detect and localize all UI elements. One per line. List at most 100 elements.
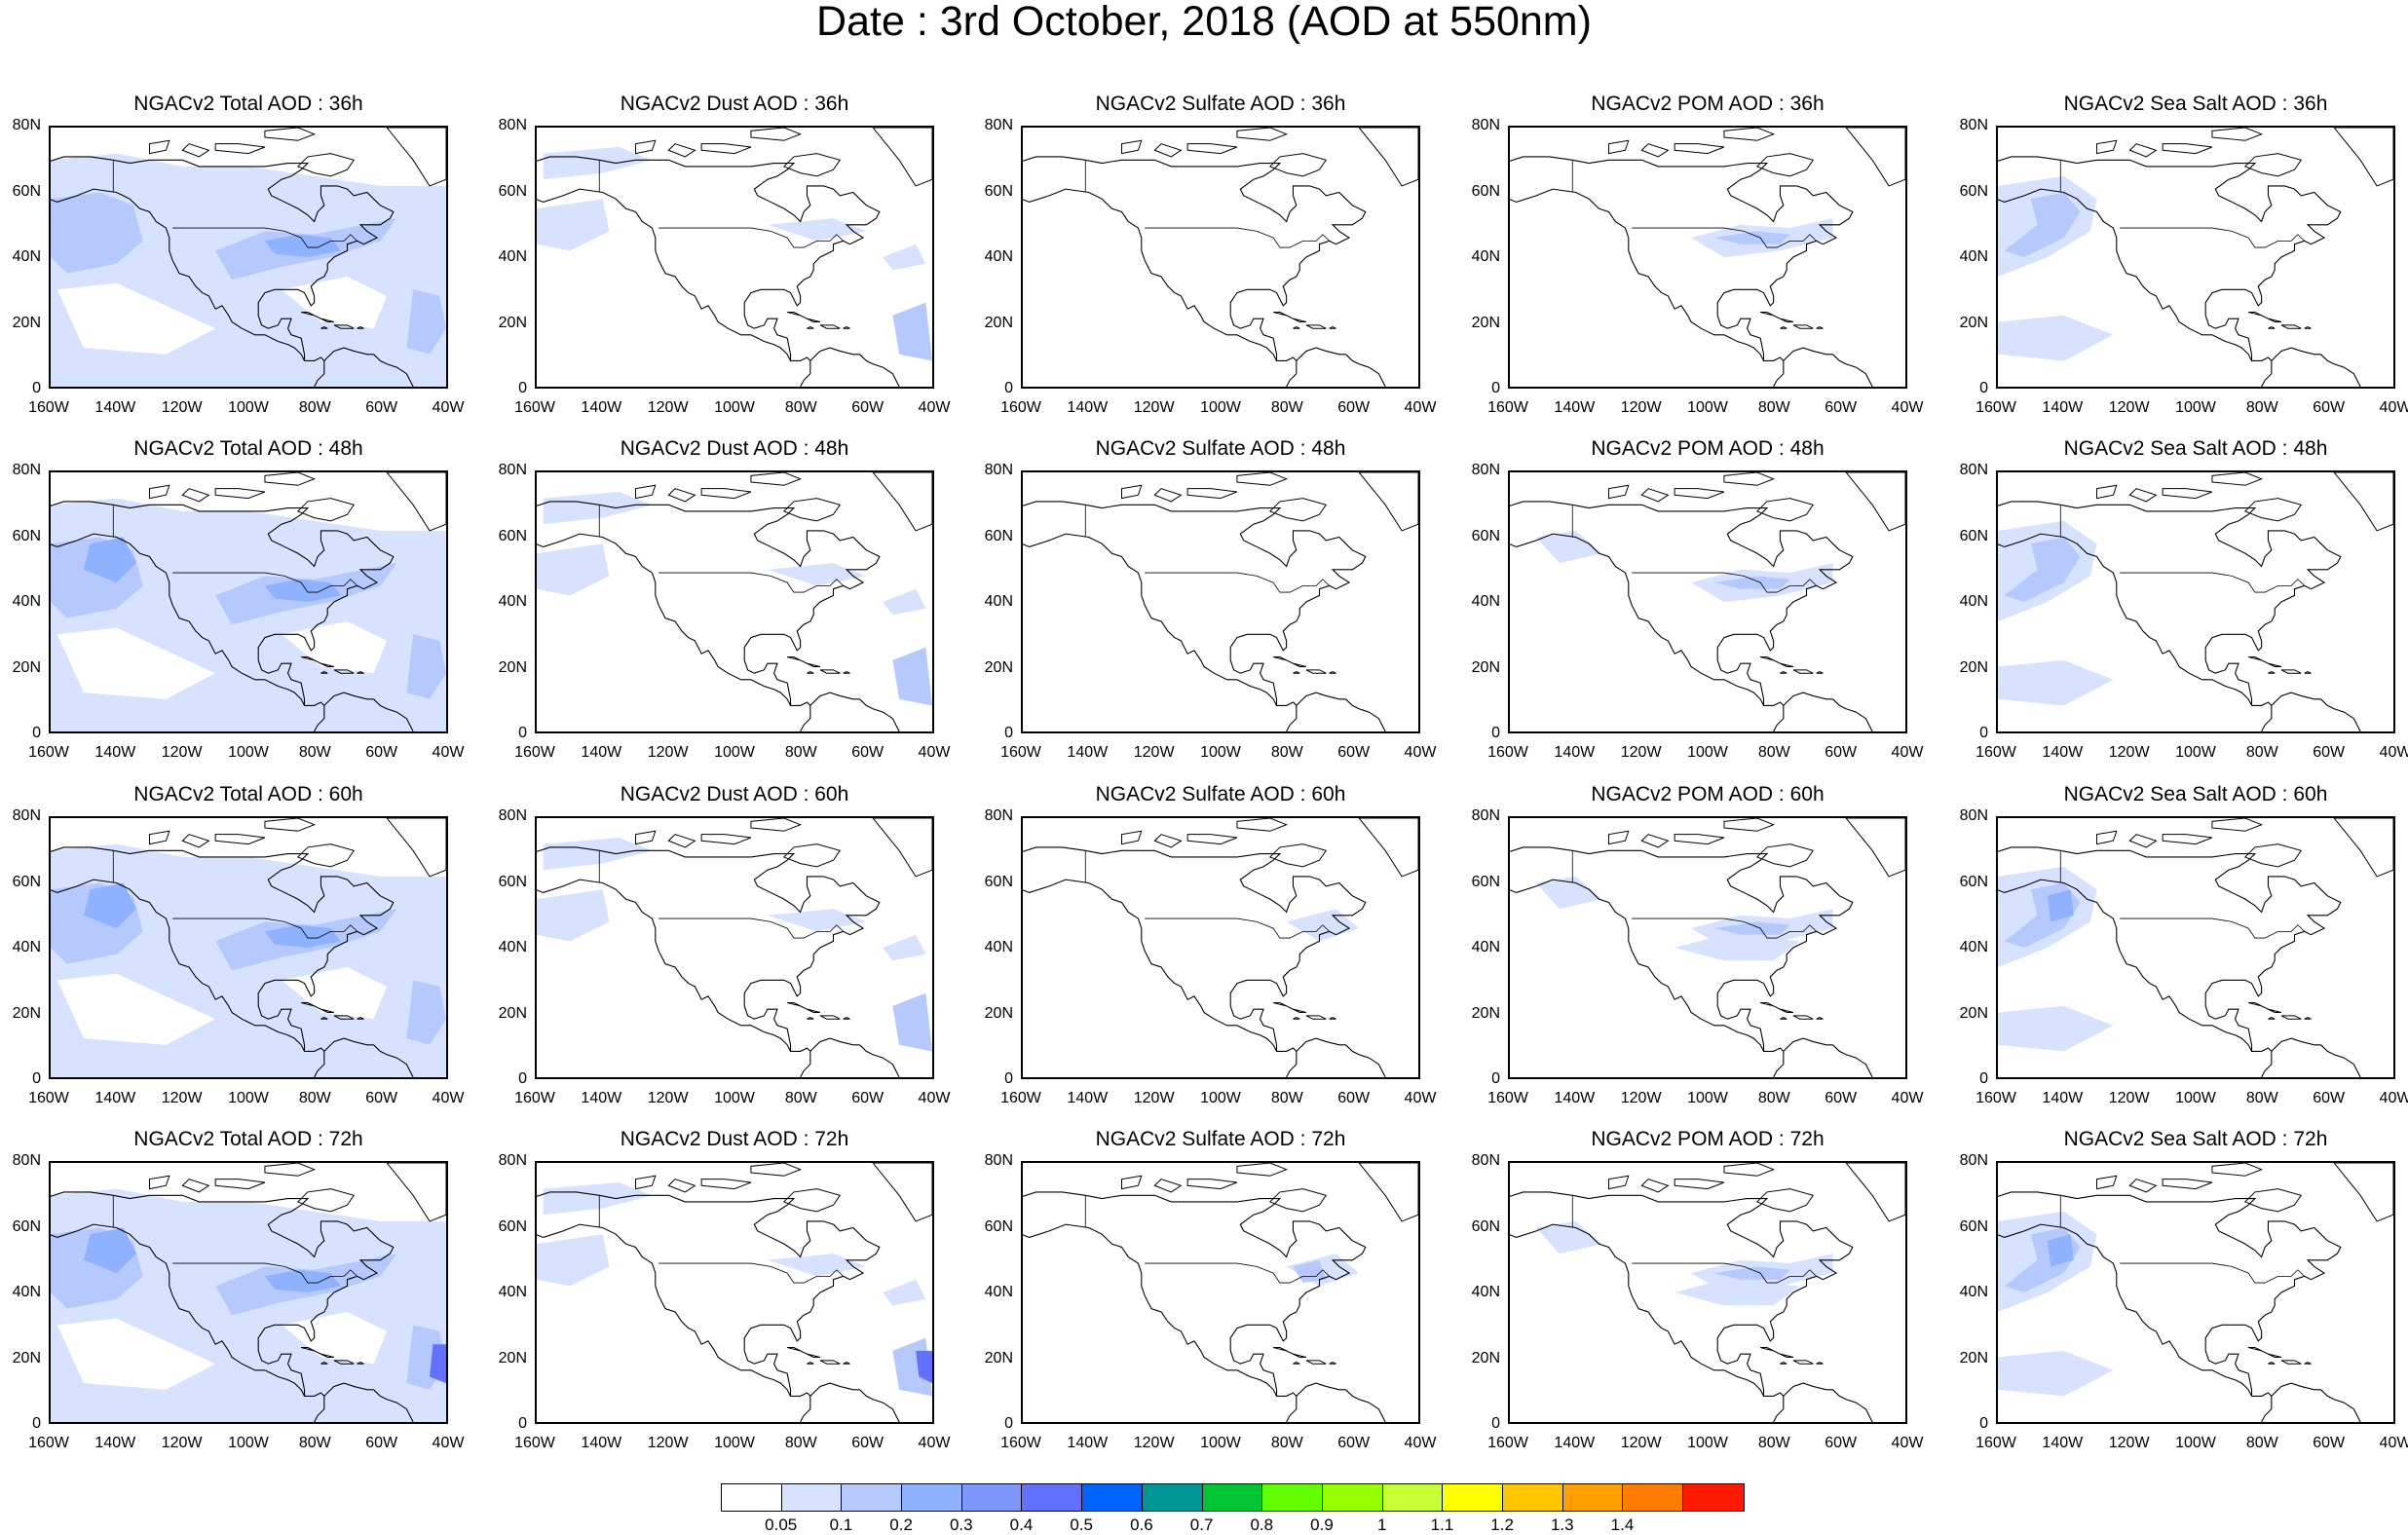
island-outline: [782, 843, 842, 868]
coastline: [1023, 1191, 1367, 1397]
island-outline: [2096, 139, 2118, 155]
coastline: [537, 533, 811, 731]
island-outline: [181, 834, 210, 848]
lon-tick-label: 140W: [1554, 399, 1596, 416]
island-outline: [667, 1179, 696, 1193]
aod-map: [1023, 818, 1418, 1077]
lon-tick-label: 60W: [1337, 1090, 1371, 1106]
panel-title: NGACv2 Dust AOD : 36h: [620, 93, 849, 115]
lon-tick-label: 100W: [1200, 399, 1241, 416]
panel-title: NGACv2 POM AOD : 60h: [1591, 783, 1825, 805]
island-outline: [1760, 312, 1794, 322]
lat-tick-label: 40N: [984, 248, 1013, 265]
lat-tick-label: 60N: [1471, 873, 1500, 890]
coastline: [1023, 501, 1367, 706]
colorbar: [721, 1483, 1745, 1512]
island-outline: [807, 325, 814, 329]
lon-tick-label: 100W: [1687, 1435, 1728, 1451]
map-panel: [535, 470, 934, 733]
coastline: [2320, 1389, 2361, 1422]
lon-tick-label: 160W: [1000, 1435, 1041, 1451]
island-outline: [1273, 1347, 1307, 1358]
colorbar-label: 0.1: [829, 1516, 853, 1534]
island-outline: [214, 834, 266, 845]
island-outline: [320, 1361, 328, 1365]
lat-tick-label: 60N: [12, 527, 41, 544]
island-outline: [819, 324, 841, 329]
island-outline: [819, 669, 841, 674]
lon-tick-label: 60W: [1337, 399, 1371, 416]
island-outline: [1674, 488, 1725, 500]
island-outline: [1186, 834, 1238, 845]
lat-tick-label: 20N: [498, 1349, 527, 1367]
island-outline: [1186, 488, 1238, 500]
island-outline: [301, 1002, 335, 1013]
aod-plume: [543, 146, 653, 180]
lon-tick-label: 100W: [1200, 1090, 1241, 1106]
lon-tick-label: 160W: [1975, 399, 2016, 416]
lat-tick-label: 0: [1491, 1415, 1500, 1432]
aod-plume: [406, 289, 446, 355]
aod-plume: [264, 1269, 341, 1292]
lon-tick-label: 140W: [1067, 399, 1109, 416]
lat-tick-label: 0: [1979, 1415, 1988, 1432]
lon-tick-label: 100W: [1200, 1435, 1241, 1451]
island-outline: [1780, 1016, 1787, 1020]
island-outline: [1816, 1016, 1824, 1020]
island-outline: [1121, 830, 1143, 845]
aod-map: [1998, 818, 2393, 1077]
panel-title: NGACv2 Dust AOD : 72h: [620, 1128, 849, 1150]
island-outline: [1121, 139, 1143, 155]
map-panel: [1021, 816, 1420, 1079]
map-panel: [1508, 816, 1907, 1079]
lon-tick-label: 120W: [161, 744, 203, 761]
lat-tick-label: 0: [1491, 725, 1500, 741]
map-panel: [1508, 1161, 1907, 1424]
island-outline: [843, 325, 850, 329]
island-outline: [787, 312, 821, 322]
lon-tick-label: 60W: [1825, 1090, 1858, 1106]
island-outline: [1329, 1361, 1336, 1365]
aod-map: [1023, 128, 1418, 387]
lon-tick-label: 80W: [2245, 1435, 2278, 1451]
aod-map: [1510, 1163, 1905, 1422]
panel-title: NGACv2 Sulfate AOD : 36h: [1095, 93, 1346, 115]
panel-title: NGACv2 POM AOD : 72h: [1591, 1128, 1825, 1150]
island-outline: [1674, 834, 1725, 845]
island-outline: [1640, 143, 1670, 158]
lon-tick-label: 40W: [918, 399, 951, 416]
aod-map: [51, 128, 446, 387]
island-outline: [750, 472, 802, 486]
panel-title: NGACv2 Total AOD : 60h: [133, 783, 363, 805]
lon-tick-label: 80W: [2245, 1090, 2278, 1106]
island-outline: [807, 1016, 814, 1020]
island-outline: [1760, 1002, 1794, 1013]
lon-tick-label: 120W: [1620, 399, 1662, 416]
aod-plume: [537, 889, 610, 942]
island-outline: [2128, 834, 2158, 848]
island-outline: [1273, 312, 1307, 322]
map-panel: [49, 126, 448, 389]
lon-tick-label: 40W: [1404, 1435, 1437, 1451]
lon-tick-label: 60W: [851, 399, 884, 416]
map-panel: [1996, 470, 2395, 733]
map-panel: [535, 126, 934, 389]
lat-tick-label: 80N: [984, 117, 1013, 133]
country-border: [1632, 1262, 1817, 1284]
lat-tick-label: 40N: [498, 1284, 527, 1300]
island-outline: [357, 1361, 364, 1365]
island-outline: [1640, 488, 1670, 503]
island-outline: [2333, 472, 2393, 532]
lat-tick-label: 80N: [12, 807, 41, 824]
aod-plume: [430, 1344, 446, 1384]
aod-plume: [1713, 1266, 1790, 1280]
colorbar-swatch: [1022, 1484, 1083, 1511]
island-outline: [667, 143, 696, 158]
lon-tick-label: 120W: [1620, 744, 1662, 761]
lat-tick-label: 20N: [1959, 1349, 1988, 1367]
panel-title: NGACv2 Sulfate AOD : 72h: [1095, 1128, 1346, 1150]
lon-tick-label: 100W: [228, 1090, 269, 1106]
lat-tick-label: 80N: [1471, 462, 1500, 478]
lon-tick-label: 40W: [1404, 399, 1437, 416]
lon-tick-label: 100W: [714, 1090, 755, 1106]
